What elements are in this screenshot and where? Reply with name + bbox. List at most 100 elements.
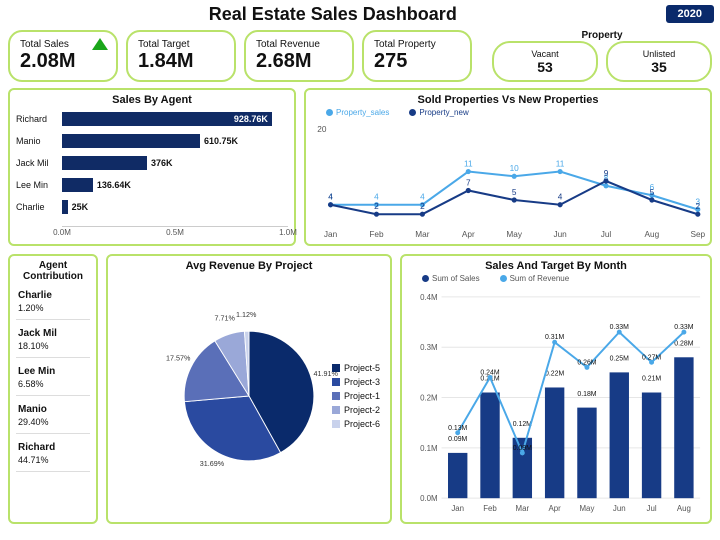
svg-text:0.31M: 0.31M — [545, 334, 564, 341]
svg-text:0.4M: 0.4M — [420, 293, 438, 302]
svg-text:0.1M: 0.1M — [420, 444, 438, 453]
agent-contribution-panel: Agent Contribution Charlie1.20%Jack Mil1… — [8, 254, 98, 524]
column-bar — [610, 372, 629, 498]
header: Real Estate Sales Dashboard 2020 — [0, 0, 720, 28]
svg-text:2: 2 — [374, 202, 379, 211]
bar-value: 376K — [151, 156, 173, 170]
trend-up-icon — [92, 38, 108, 50]
contribution-item: Charlie1.20% — [16, 284, 90, 320]
bar-fill — [62, 134, 200, 148]
property-group: Property Vacant 53 Unlisted 35 — [492, 30, 712, 82]
panel-title: Sales By Agent — [16, 94, 288, 106]
axis-tick: 0.0M — [53, 228, 71, 237]
contribution-item: Jack Mil 18.10% — [16, 322, 90, 358]
svg-text:9: 9 — [604, 169, 609, 178]
contrib-pct: 29.40% — [18, 417, 88, 427]
svg-text:0.25M: 0.25M — [610, 356, 629, 363]
legend-item: Project-2 — [332, 405, 380, 415]
svg-text:4: 4 — [420, 193, 425, 202]
bar-label: Lee Min — [16, 180, 62, 190]
bar-label: Richard — [16, 114, 62, 124]
panel-title: Avg Revenue By Project — [114, 260, 384, 272]
svg-text:0.33M: 0.33M — [610, 324, 629, 331]
bar-label: Charlie — [16, 202, 62, 212]
contrib-pct: 18.10% — [18, 341, 88, 351]
svg-text:Sep: Sep — [690, 230, 705, 239]
svg-text:0.24M: 0.24M — [480, 369, 499, 376]
bar-value: 928.76K — [234, 112, 268, 126]
bar-value: 136.64K — [97, 178, 131, 192]
svg-text:May: May — [580, 504, 595, 513]
bar-value: 610.75K — [204, 134, 238, 148]
svg-text:10: 10 — [510, 164, 520, 173]
kpi-value: 275 — [374, 50, 460, 73]
axis-tick: 1.0M — [279, 228, 297, 237]
kpi-value: 1.84M — [138, 50, 224, 73]
svg-text:4: 4 — [374, 193, 379, 202]
svg-text:0.09M: 0.09M — [448, 436, 467, 443]
svg-text:Jun: Jun — [553, 230, 567, 239]
contrib-name: Jack Mil — [18, 328, 88, 339]
sales-by-agent-panel: Sales By Agent Richard928.76KManio610.75… — [8, 88, 296, 246]
kpi-total-sales: Total Sales 2.08M — [8, 30, 118, 82]
pie-legend: Project-5Project-3Project-1Project-2Proj… — [332, 363, 380, 429]
svg-text:Aug: Aug — [677, 504, 691, 513]
contrib-name: Richard — [18, 442, 88, 453]
svg-text:0.3M: 0.3M — [420, 343, 438, 352]
sales-target-month-panel: Sales And Target By Month Sum of SalesSu… — [400, 254, 712, 524]
svg-text:0.26M: 0.26M — [577, 359, 596, 366]
svg-text:Feb: Feb — [369, 230, 384, 239]
kpi-value: 2.68M — [256, 50, 342, 73]
legend-item: Project-1 — [332, 391, 380, 401]
column-bar — [642, 393, 661, 499]
year-selector[interactable]: 2020 — [666, 5, 714, 23]
svg-text:0.18M: 0.18M — [577, 391, 596, 398]
column-bar — [545, 387, 564, 498]
bar-label: Jack Mil — [16, 158, 62, 168]
svg-text:0.27M: 0.27M — [642, 354, 661, 361]
kpi-total-target: Total Target 1.84M — [126, 30, 236, 82]
svg-text:5: 5 — [512, 188, 517, 197]
sales-target-chart: 0.0M0.1M0.2M0.3M0.4M0.09M0.21M0.12M0.22M… — [408, 283, 704, 518]
bar-row: Richard 928.76K — [16, 110, 288, 128]
panel-title: Sold Properties Vs New Properties — [312, 94, 704, 106]
kpi-total-revenue: Total Revenue 2.68M — [244, 30, 354, 82]
bar-value: 25K — [72, 200, 89, 214]
svg-text:Jul: Jul — [647, 504, 657, 513]
property-vacant: Vacant 53 — [492, 41, 598, 82]
prop-label: Unlisted — [643, 49, 676, 59]
column-bar — [577, 408, 596, 499]
svg-text:11: 11 — [464, 159, 473, 168]
svg-text:31.69%: 31.69% — [200, 459, 225, 468]
sold-vs-new-chart: 20JanFebMarAprMayJunJulAugSep44411101186… — [312, 117, 704, 242]
axis-tick: 0.5M — [166, 228, 184, 237]
svg-text:7: 7 — [466, 178, 471, 187]
kpi-total-property: Total Property 275 — [362, 30, 472, 82]
contrib-name: Lee Min — [18, 366, 88, 377]
kpi-label: Total Property — [374, 39, 460, 50]
property-unlisted: Unlisted 35 — [606, 41, 712, 82]
legend-item: Sum of Sales — [412, 274, 480, 283]
legend-item: Project-6 — [332, 419, 380, 429]
bar-row: Jack Mil 376K — [16, 154, 288, 172]
legend-item: Property_new — [399, 108, 468, 117]
svg-text:2: 2 — [696, 202, 701, 211]
svg-text:Jul: Jul — [601, 230, 612, 239]
svg-text:5: 5 — [650, 188, 655, 197]
svg-text:17.57%: 17.57% — [166, 354, 191, 363]
revenue-by-project-panel: Avg Revenue By Project 41.91%31.69%17.57… — [106, 254, 392, 524]
contribution-item: Richard44.71% — [16, 436, 90, 472]
bar-fill — [62, 178, 93, 192]
bar-fill — [62, 200, 68, 214]
svg-text:Apr: Apr — [462, 230, 475, 239]
svg-text:20: 20 — [317, 125, 327, 134]
svg-text:7.71%: 7.71% — [214, 314, 235, 323]
prop-value: 35 — [651, 59, 667, 75]
kpi-value: 2.08M — [20, 50, 106, 73]
svg-text:0.13M: 0.13M — [448, 425, 467, 432]
prop-label: Vacant — [531, 49, 558, 59]
kpi-label: Total Target — [138, 39, 224, 50]
svg-text:0.21M: 0.21M — [642, 376, 661, 383]
sold-legend: Property_salesProperty_new — [312, 108, 704, 117]
column-bar — [674, 357, 693, 498]
